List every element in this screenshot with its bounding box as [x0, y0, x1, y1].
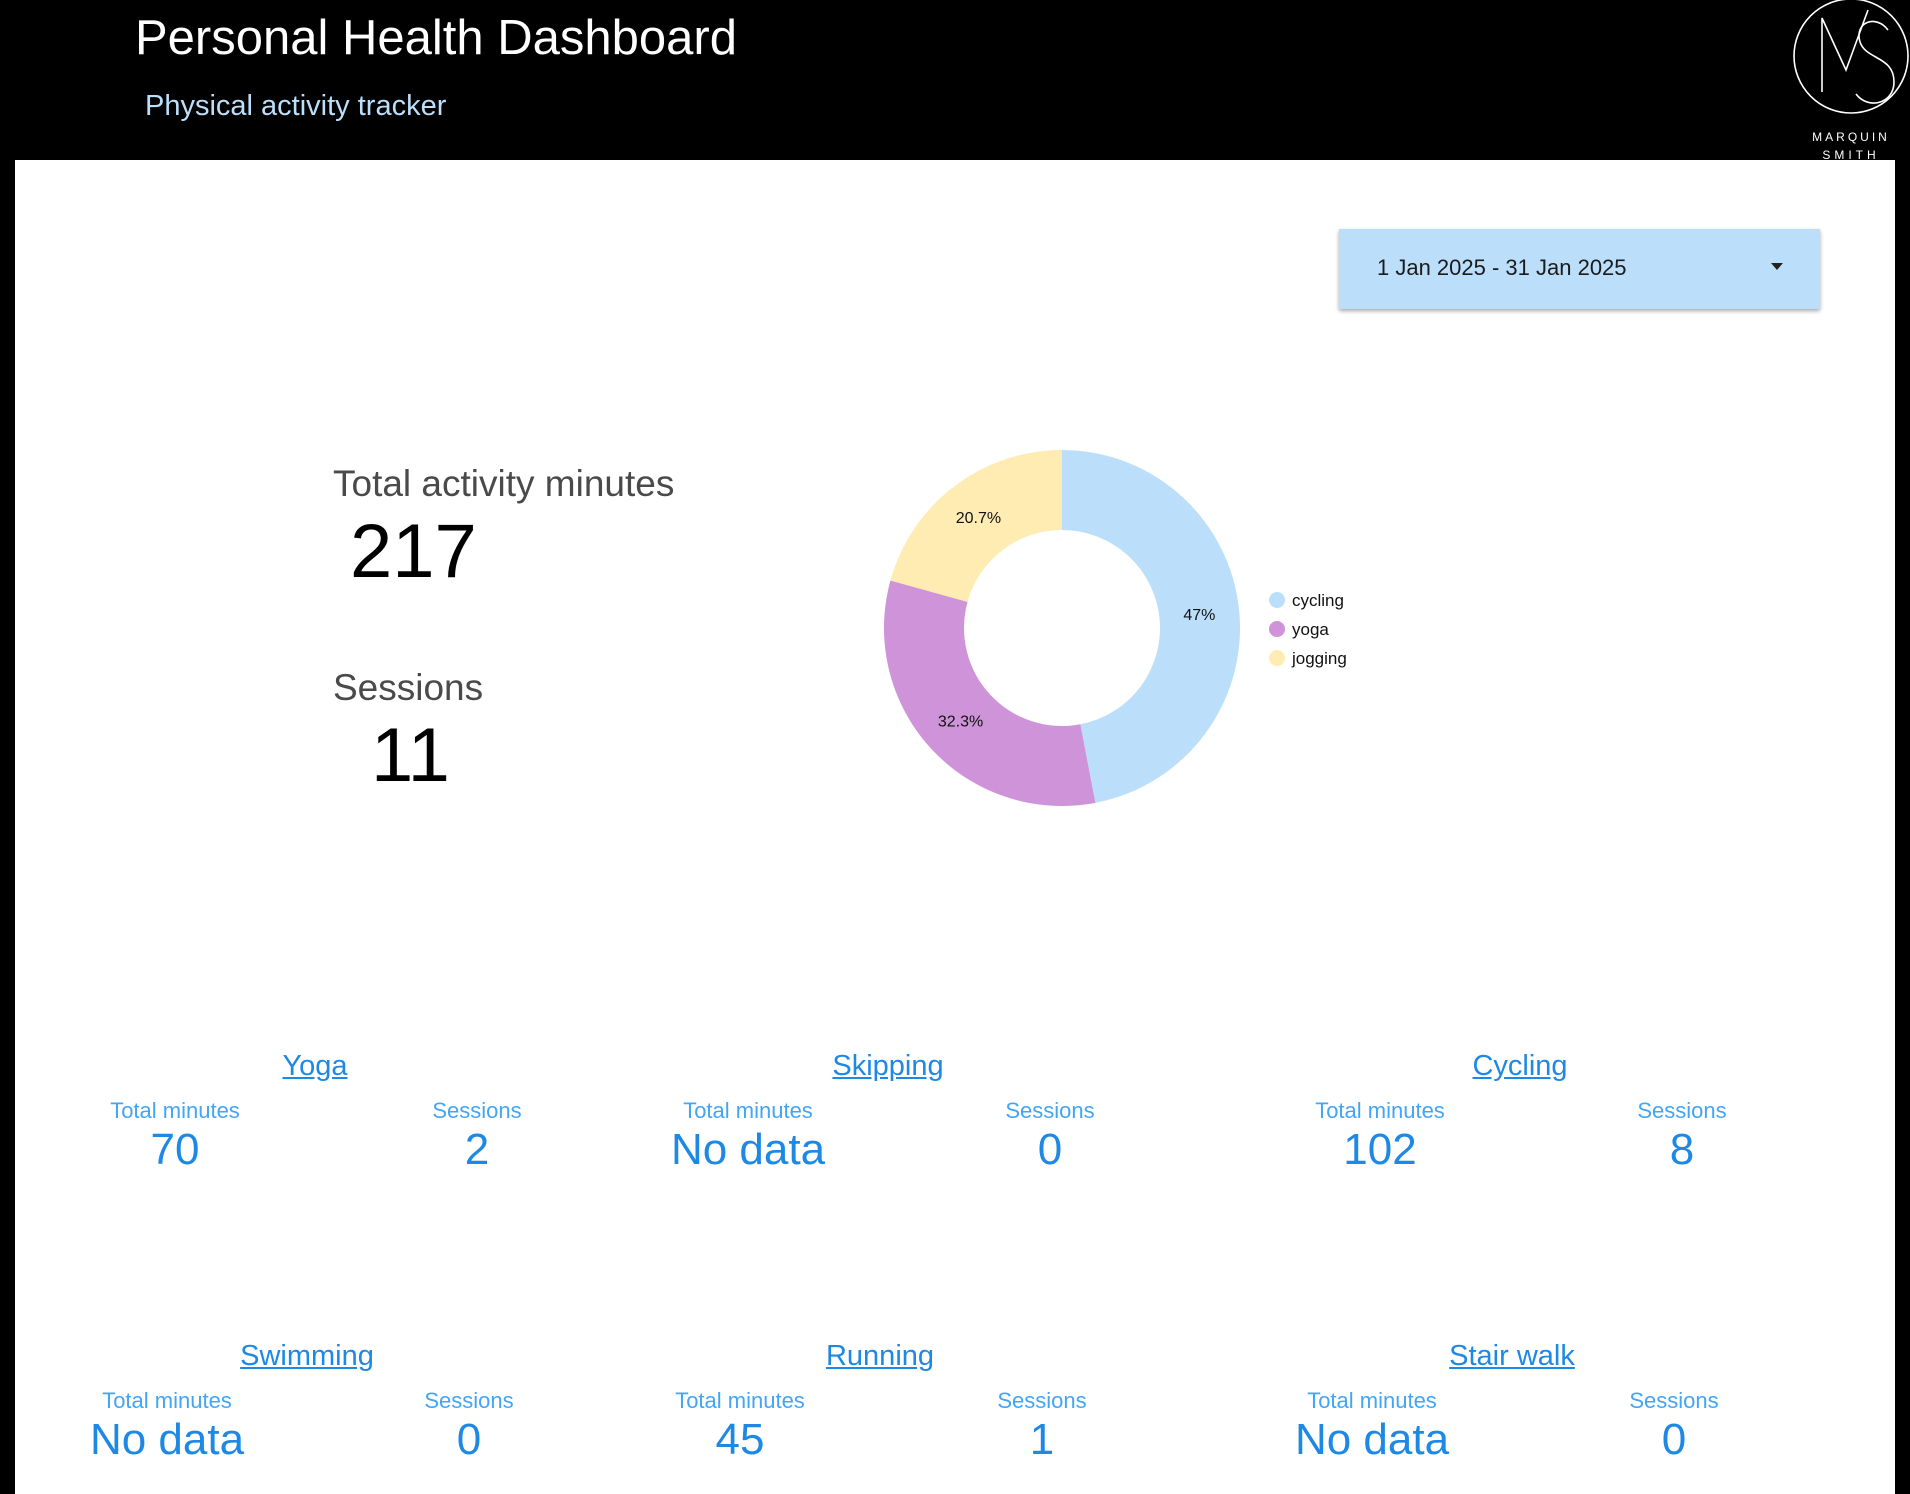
sessions-label: Sessions: [333, 667, 484, 708]
activity-card-yoga: Yoga Total minutes 70 Sessions 2: [95, 1048, 615, 1188]
activity-title-swimming[interactable]: Swimming: [240, 1340, 374, 1372]
sessions-value: 2: [464, 1125, 490, 1174]
slice-label-cycling: 47%: [1183, 607, 1215, 624]
total-minutes-label: Total minutes: [110, 1098, 240, 1123]
slice-label-jogging: 20.7%: [956, 510, 1001, 527]
page-subtitle: Physical activity tracker: [145, 90, 447, 122]
total-minutes-label: Total minutes: [102, 1388, 232, 1413]
activity-card-skipping: Skipping Total minutes No data Sessions 0: [668, 1048, 1188, 1188]
total-minutes-label: Total minutes: [683, 1098, 813, 1123]
sessions-value: 0: [1037, 1125, 1063, 1174]
donut-slice-yoga[interactable]: [884, 580, 1096, 806]
marquin-smith-logo: MARQUIN SMITH: [1793, 0, 1909, 162]
total-minutes-value: 70: [150, 1125, 200, 1174]
activity-title-skipping[interactable]: Skipping: [832, 1050, 944, 1082]
sessions-label: Sessions: [1629, 1388, 1719, 1413]
activity-card-running: Running Total minutes 45 Sessions 1: [660, 1338, 1180, 1478]
sessions-value: 0: [456, 1415, 482, 1464]
activity-donut-chart: 47% 32.3% 20.7% cycling yoga jogging: [884, 450, 1347, 806]
legend-swatch-yoga: [1269, 621, 1285, 637]
total-minutes-label: Total minutes: [1307, 1388, 1437, 1413]
total-minutes-label: Total minutes: [1315, 1098, 1445, 1123]
date-range-label: 1 Jan 2025 - 31 Jan 2025: [1377, 255, 1627, 280]
page-title: Personal Health Dashboard: [135, 11, 737, 65]
activity-card-swimming: Swimming Total minutes No data Sessions 0: [87, 1338, 607, 1478]
header: Personal Health Dashboard Physical activ…: [0, 0, 1910, 162]
legend-swatch-cycling: [1269, 592, 1285, 608]
activity-title-yoga[interactable]: Yoga: [282, 1050, 348, 1082]
activity-card-stair-walk: Stair walk Total minutes No data Sessions 0: [1292, 1338, 1812, 1478]
date-range-selector[interactable]: 1 Jan 2025 - 31 Jan 2025: [1339, 229, 1820, 309]
legend-label-jogging: jogging: [1291, 649, 1347, 668]
total-minutes-value: No data: [89, 1415, 245, 1464]
slice-label-yoga: 32.3%: [938, 714, 983, 731]
total-minutes-value: 102: [1343, 1125, 1417, 1174]
legend-label-yoga: yoga: [1292, 620, 1329, 639]
activity-title-cycling[interactable]: Cycling: [1472, 1050, 1568, 1082]
donut-slice-jogging[interactable]: [890, 450, 1062, 602]
total-minutes-value: 45: [715, 1415, 765, 1464]
svg-text:SMITH: SMITH: [1822, 148, 1879, 162]
activity-title-stair-walk[interactable]: Stair walk: [1449, 1340, 1575, 1372]
total-minutes-label: Total activity minutes: [333, 463, 675, 504]
sessions-value: 0: [1661, 1415, 1687, 1464]
sessions-value: 11: [371, 713, 450, 798]
sessions-value: 8: [1669, 1125, 1695, 1174]
dropdown-arrow-icon: [1771, 263, 1783, 270]
total-minutes-value: 217: [350, 509, 477, 594]
legend-swatch-jogging: [1269, 650, 1285, 666]
sessions-label: Sessions: [997, 1388, 1087, 1413]
sessions-label: Sessions: [1005, 1098, 1095, 1123]
sessions-label: Sessions: [1637, 1098, 1727, 1123]
sessions-value: 1: [1029, 1415, 1055, 1464]
total-minutes-value: No data: [1294, 1415, 1450, 1464]
donut-slice-cycling[interactable]: [1062, 450, 1241, 803]
legend-label-cycling: cycling: [1292, 591, 1344, 610]
activity-title-running[interactable]: Running: [825, 1340, 935, 1372]
total-minutes-label: Total minutes: [675, 1388, 805, 1413]
sessions-label: Sessions: [424, 1388, 514, 1413]
svg-text:MARQUIN: MARQUIN: [1812, 130, 1890, 144]
activity-card-cycling: Cycling Total minutes 102 Sessions 8: [1300, 1048, 1820, 1188]
total-minutes-value: No data: [670, 1125, 826, 1174]
sessions-label: Sessions: [432, 1098, 522, 1123]
dashboard-canvas: [15, 160, 1895, 1494]
